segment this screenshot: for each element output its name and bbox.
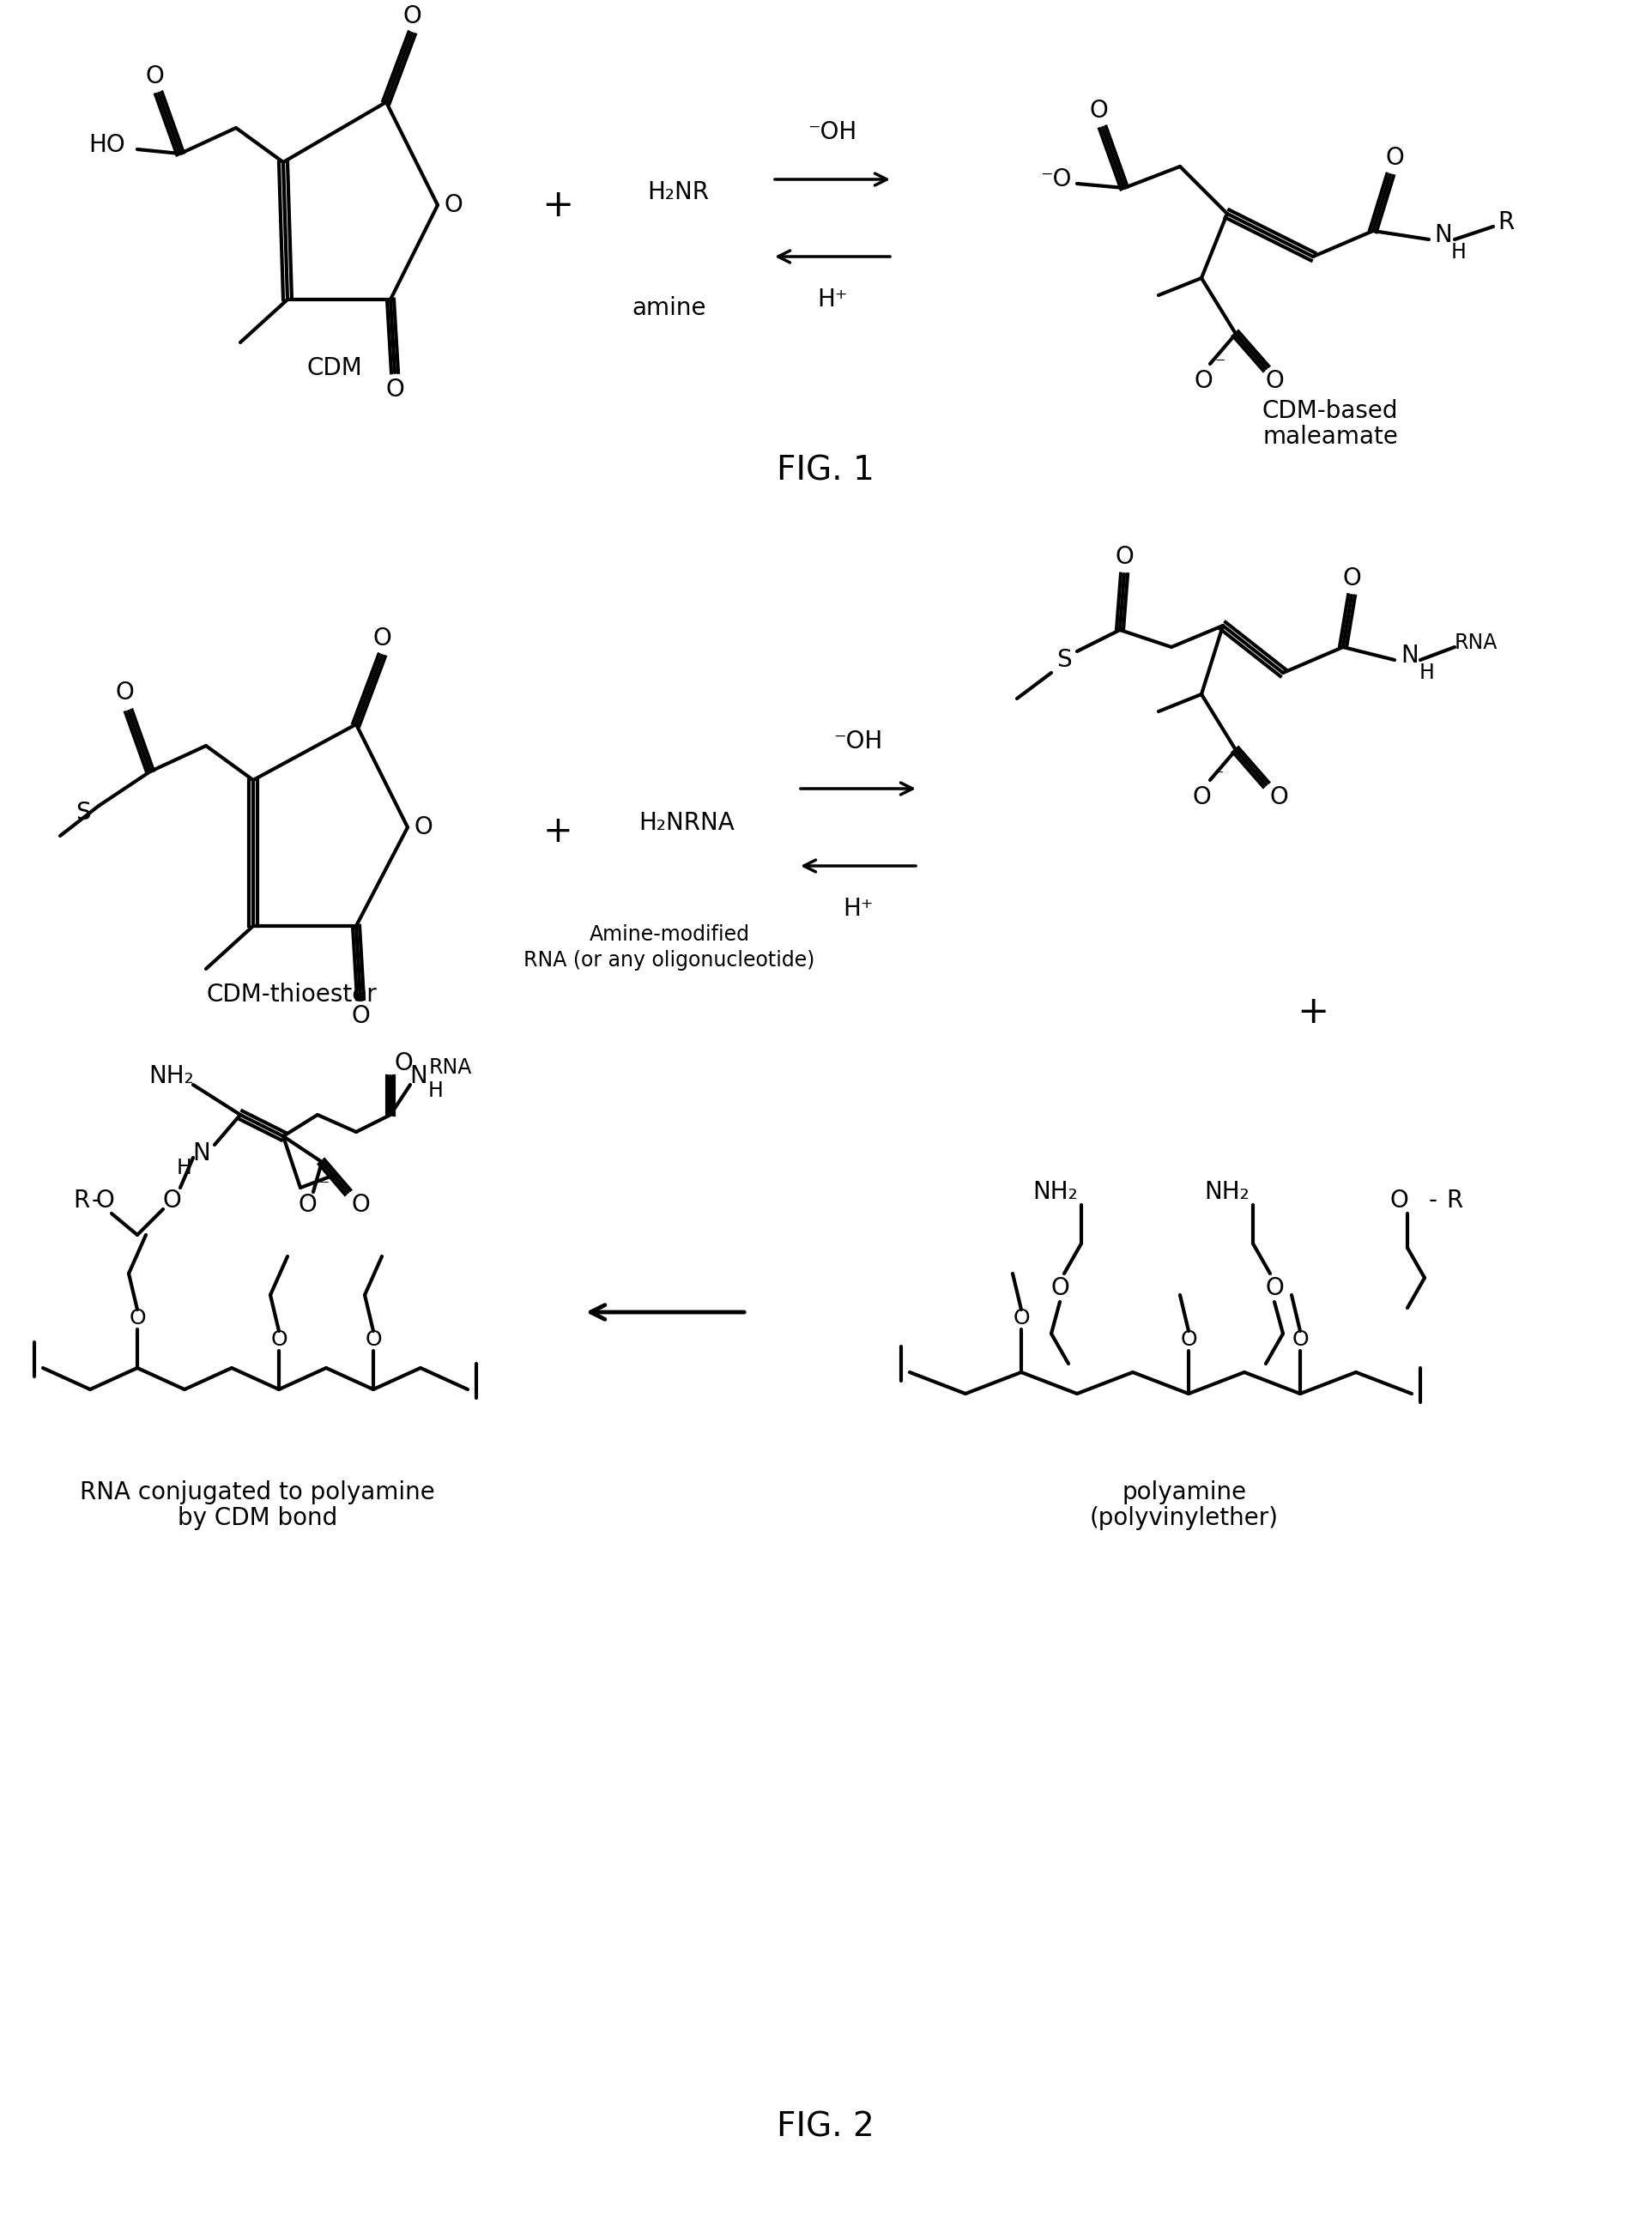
Text: R: R [1498,210,1515,235]
Text: H: H [428,1081,444,1102]
Text: O: O [1051,1276,1069,1301]
Text: amine: amine [633,296,707,320]
Text: polyamine: polyamine [1122,1480,1247,1505]
Text: FIG. 1: FIG. 1 [776,455,874,488]
Text: ⁻: ⁻ [319,1175,330,1196]
Text: N: N [1401,643,1419,667]
Text: O: O [413,815,433,840]
Text: +: + [1297,994,1330,1030]
Text: O: O [352,1193,370,1218]
Text: O: O [1180,1330,1198,1350]
Text: O: O [403,4,421,29]
Text: -: - [93,1189,101,1214]
Text: CDM-thioester: CDM-thioester [206,983,377,1008]
Text: H⁺: H⁺ [818,287,847,311]
Text: S: S [1057,647,1072,672]
Text: NH₂: NH₂ [149,1064,195,1088]
Text: S: S [76,802,91,824]
Text: RNA: RNA [1454,631,1498,654]
Text: maleamate: maleamate [1262,425,1398,448]
Text: +: + [544,813,573,849]
Text: H: H [1419,663,1436,683]
Text: ⁻OH: ⁻OH [834,730,882,755]
Text: O: O [1089,99,1108,123]
Text: R: R [73,1189,89,1214]
Text: O: O [395,1052,413,1075]
Text: O: O [365,1330,382,1350]
Text: +: + [542,186,573,224]
Text: O: O [271,1330,287,1350]
Text: H: H [177,1158,192,1178]
Text: ⁻: ⁻ [1214,354,1226,374]
Text: O: O [1265,369,1284,394]
Text: O: O [145,65,164,87]
Text: O: O [1013,1308,1029,1328]
Text: N: N [193,1142,210,1167]
Text: HO: HO [89,132,126,157]
Text: O: O [297,1193,317,1218]
Text: NH₂: NH₂ [1032,1180,1079,1205]
Text: ⁻: ⁻ [1213,766,1224,786]
Text: O: O [1292,1330,1308,1350]
Text: O: O [1115,544,1133,569]
Text: (polyvinylether): (polyvinylether) [1090,1507,1279,1529]
Text: NH₂: NH₂ [1204,1180,1251,1205]
Text: O: O [1193,786,1211,808]
Text: O: O [162,1189,182,1214]
Text: -: - [1429,1189,1437,1214]
Text: H₂NR: H₂NR [648,179,709,204]
Text: H₂NRNA: H₂NRNA [639,811,735,835]
Text: ⁻O: ⁻O [1041,168,1070,190]
Text: Amine-modified: Amine-modified [590,925,750,945]
Text: RNA (or any oligonucleotide): RNA (or any oligonucleotide) [524,949,814,969]
Text: R: R [1447,1189,1464,1214]
Text: by CDM bond: by CDM bond [177,1507,337,1529]
Text: O: O [116,681,134,705]
Text: FIG. 2: FIG. 2 [776,2111,874,2143]
Text: O: O [1389,1189,1408,1214]
Text: N: N [410,1064,428,1088]
Text: N: N [1434,224,1452,246]
Text: O: O [373,627,392,652]
Text: O: O [385,378,405,401]
Text: ⁻OH: ⁻OH [808,121,857,143]
Text: O: O [1269,786,1289,808]
Text: O: O [1265,1276,1284,1301]
Text: O: O [352,1003,370,1028]
Text: CDM-based: CDM-based [1262,399,1398,423]
Text: H: H [1450,242,1467,262]
Text: O: O [1343,566,1361,591]
Text: RNA: RNA [430,1057,472,1077]
Text: O: O [1386,146,1404,170]
Text: O: O [1194,369,1213,394]
Text: O: O [96,1189,114,1214]
Text: RNA conjugated to polyamine: RNA conjugated to polyamine [79,1480,434,1505]
Text: O: O [129,1308,145,1328]
Text: O: O [444,193,463,217]
Text: H⁺: H⁺ [843,898,874,920]
Text: CDM: CDM [307,356,362,381]
